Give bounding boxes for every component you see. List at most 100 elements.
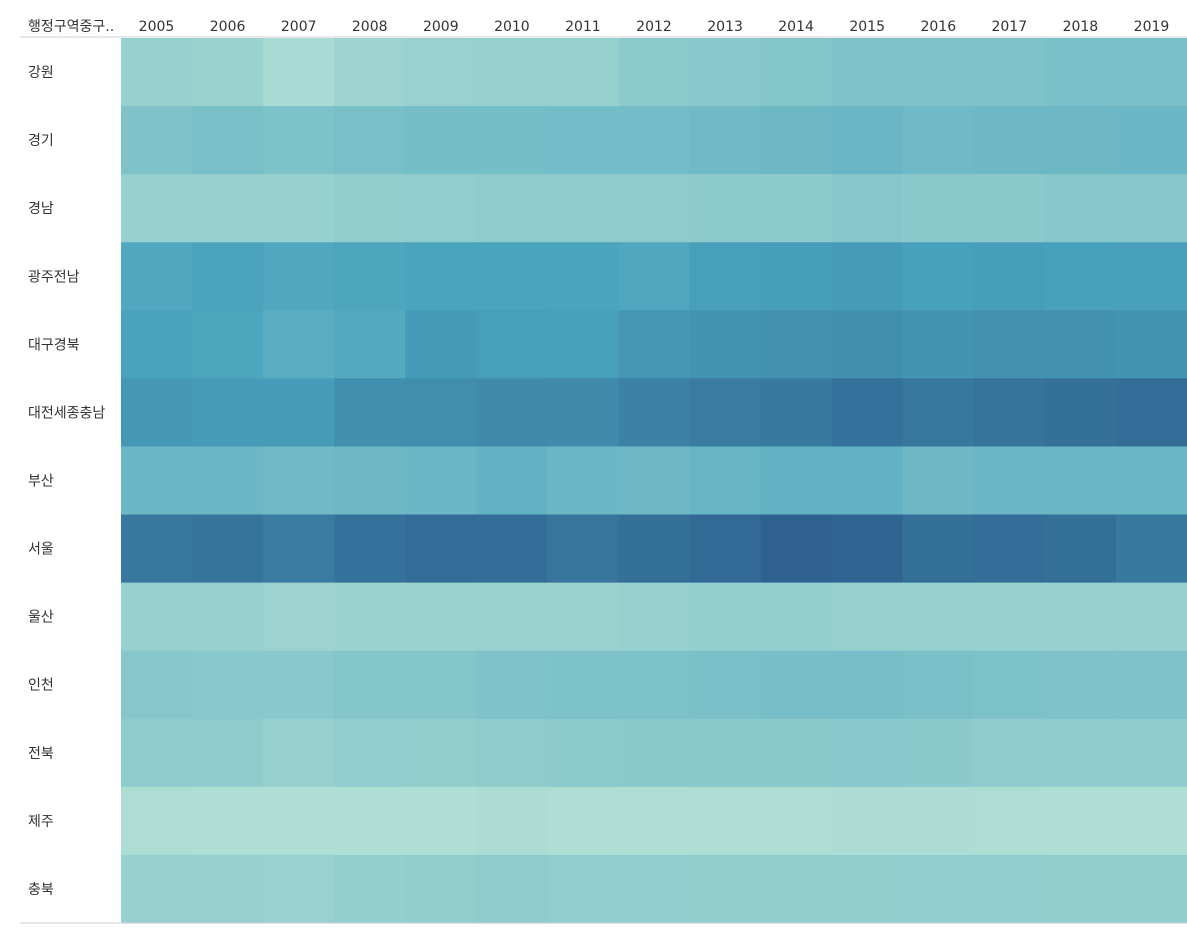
heatmap-cell[interactable] <box>973 582 1046 652</box>
heatmap-cell[interactable] <box>192 446 264 516</box>
heatmap-cell[interactable] <box>547 854 620 924</box>
heatmap-cell[interactable] <box>334 718 406 788</box>
heatmap-cell[interactable] <box>476 106 548 175</box>
heatmap-cell[interactable] <box>831 378 904 448</box>
heatmap-cell[interactable] <box>689 38 762 107</box>
heatmap-cell[interactable] <box>902 106 975 175</box>
heatmap-cell[interactable] <box>831 514 904 584</box>
heatmap-cell[interactable] <box>973 378 1046 448</box>
heatmap-cell[interactable] <box>476 854 548 924</box>
heatmap-cell[interactable] <box>334 582 406 652</box>
heatmap-cell[interactable] <box>973 718 1046 788</box>
heatmap-cell[interactable] <box>547 786 620 856</box>
heatmap-cell[interactable] <box>121 854 193 924</box>
heatmap-cell[interactable] <box>831 854 904 924</box>
heatmap-cell[interactable] <box>334 242 406 311</box>
heatmap-cell[interactable] <box>1115 446 1187 516</box>
heatmap-cell[interactable] <box>405 38 477 107</box>
heatmap-cell[interactable] <box>689 582 762 652</box>
heatmap-cell[interactable] <box>476 378 548 448</box>
heatmap-cell[interactable] <box>902 38 975 107</box>
heatmap-cell[interactable] <box>902 242 975 311</box>
heatmap-cell[interactable] <box>334 174 406 243</box>
heatmap-cell[interactable] <box>1115 514 1187 584</box>
heatmap-cell[interactable] <box>547 718 620 788</box>
heatmap-cell[interactable] <box>121 446 193 516</box>
heatmap-cell[interactable] <box>192 310 264 379</box>
heatmap-cell[interactable] <box>618 786 691 856</box>
heatmap-cell[interactable] <box>547 106 620 175</box>
heatmap-cell[interactable] <box>476 514 548 584</box>
heatmap-cell[interactable] <box>1044 718 1117 788</box>
heatmap-cell[interactable] <box>405 650 477 720</box>
heatmap-cell[interactable] <box>334 378 406 448</box>
heatmap-cell[interactable] <box>689 378 762 448</box>
heatmap-cell[interactable] <box>263 174 335 243</box>
heatmap-cell[interactable] <box>1115 854 1187 924</box>
heatmap-cell[interactable] <box>121 310 193 379</box>
heatmap-cell[interactable] <box>902 786 975 856</box>
heatmap-cell[interactable] <box>1044 310 1117 379</box>
heatmap-cell[interactable] <box>1115 38 1187 107</box>
heatmap-cell[interactable] <box>547 582 620 652</box>
heatmap-cell[interactable] <box>902 582 975 652</box>
heatmap-cell[interactable] <box>760 106 833 175</box>
heatmap-cell[interactable] <box>760 514 833 584</box>
heatmap-cell[interactable] <box>192 514 264 584</box>
heatmap-cell[interactable] <box>405 174 477 243</box>
heatmap-cell[interactable] <box>760 242 833 311</box>
heatmap-cell[interactable] <box>1044 242 1117 311</box>
heatmap-cell[interactable] <box>121 242 193 311</box>
heatmap-cell[interactable] <box>263 242 335 311</box>
heatmap-cell[interactable] <box>973 786 1046 856</box>
heatmap-cell[interactable] <box>121 38 193 107</box>
heatmap-cell[interactable] <box>334 854 406 924</box>
heatmap-cell[interactable] <box>618 514 691 584</box>
heatmap-cell[interactable] <box>476 174 548 243</box>
heatmap-cell[interactable] <box>689 514 762 584</box>
heatmap-cell[interactable] <box>902 310 975 379</box>
heatmap-cell[interactable] <box>902 446 975 516</box>
heatmap-cell[interactable] <box>831 106 904 175</box>
heatmap-cell[interactable] <box>760 446 833 516</box>
heatmap-cell[interactable] <box>760 38 833 107</box>
heatmap-cell[interactable] <box>405 718 477 788</box>
heatmap-cell[interactable] <box>689 310 762 379</box>
heatmap-cell[interactable] <box>973 650 1046 720</box>
heatmap-cell[interactable] <box>263 718 335 788</box>
heatmap-cell[interactable] <box>121 786 193 856</box>
heatmap-cell[interactable] <box>547 242 620 311</box>
heatmap-cell[interactable] <box>121 650 193 720</box>
heatmap-cell[interactable] <box>1044 514 1117 584</box>
heatmap-cell[interactable] <box>831 310 904 379</box>
heatmap-cell[interactable] <box>760 582 833 652</box>
heatmap-cell[interactable] <box>121 378 193 448</box>
heatmap-cell[interactable] <box>263 38 335 107</box>
heatmap-cell[interactable] <box>263 310 335 379</box>
heatmap-cell[interactable] <box>476 650 548 720</box>
heatmap-cell[interactable] <box>263 446 335 516</box>
heatmap-cell[interactable] <box>689 718 762 788</box>
heatmap-cell[interactable] <box>902 650 975 720</box>
heatmap-cell[interactable] <box>547 446 620 516</box>
heatmap-cell[interactable] <box>547 310 620 379</box>
heatmap-cell[interactable] <box>192 582 264 652</box>
heatmap-cell[interactable] <box>405 854 477 924</box>
heatmap-cell[interactable] <box>334 106 406 175</box>
heatmap-cell[interactable] <box>973 174 1046 243</box>
heatmap-cell[interactable] <box>334 650 406 720</box>
heatmap-cell[interactable] <box>1115 378 1187 448</box>
heatmap-cell[interactable] <box>760 718 833 788</box>
heatmap-cell[interactable] <box>1044 446 1117 516</box>
heatmap-cell[interactable] <box>334 310 406 379</box>
heatmap-cell[interactable] <box>405 582 477 652</box>
heatmap-cell[interactable] <box>547 650 620 720</box>
heatmap-cell[interactable] <box>831 174 904 243</box>
heatmap-cell[interactable] <box>618 446 691 516</box>
heatmap-cell[interactable] <box>618 310 691 379</box>
heatmap-cell[interactable] <box>760 786 833 856</box>
heatmap-cell[interactable] <box>831 582 904 652</box>
heatmap-cell[interactable] <box>973 38 1046 107</box>
heatmap-cell[interactable] <box>121 718 193 788</box>
heatmap-cell[interactable] <box>263 854 335 924</box>
